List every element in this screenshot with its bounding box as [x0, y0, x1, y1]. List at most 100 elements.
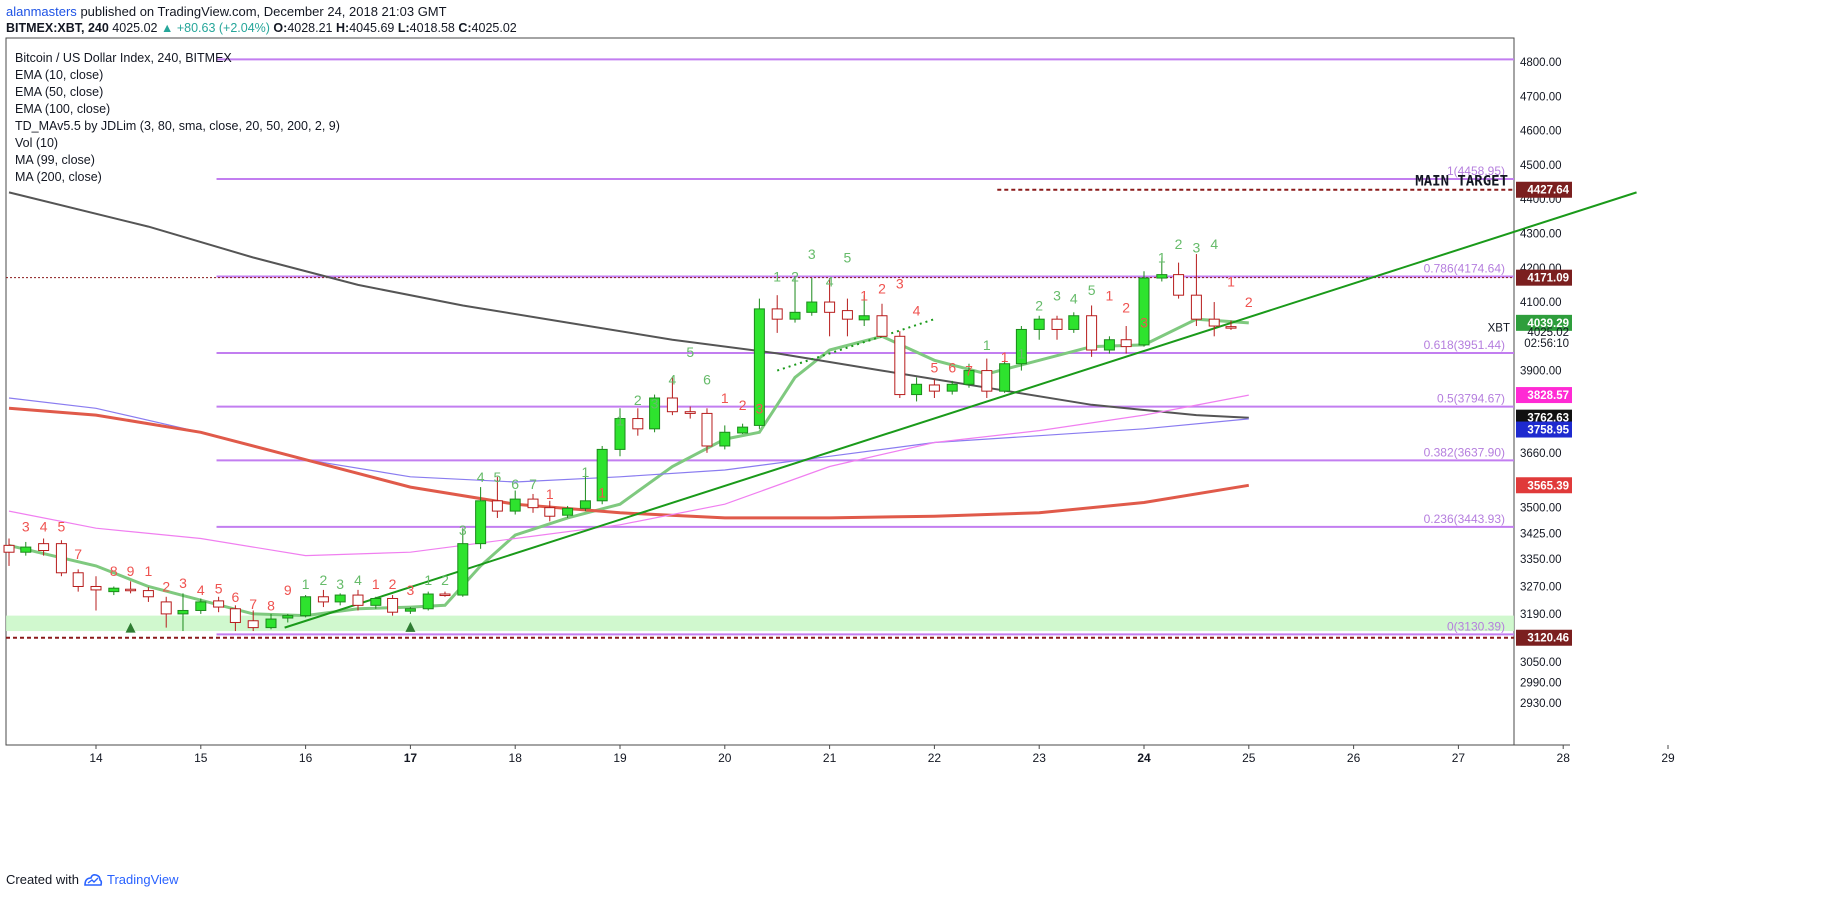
td-count-label: 3	[1140, 315, 1148, 331]
x-axis-tick-label: 27	[1452, 751, 1466, 765]
legend-td-ma[interactable]: TD_MAv5.5 by JDLim (3, 80, sma, close, 2…	[15, 119, 340, 133]
candle-body	[789, 311, 801, 320]
td-count-label: 1	[424, 572, 432, 588]
candle-body	[1138, 277, 1150, 346]
candle-body	[317, 596, 329, 603]
td-count-label: 1	[582, 464, 590, 480]
legend-vol[interactable]: Vol (10)	[15, 136, 59, 150]
close-label: C:	[458, 21, 472, 35]
ma-line	[8, 397, 1249, 483]
x-axis-tick-label: 25	[1242, 751, 1256, 765]
y-axis-tick-label: 3425.00	[1520, 528, 1562, 540]
candle-body	[247, 620, 259, 629]
td-count-label: 7	[529, 476, 537, 492]
candle-body	[404, 608, 416, 612]
candle-body	[229, 608, 241, 623]
candle-body	[579, 500, 591, 509]
td-count-label: 1	[721, 390, 729, 406]
candle-body	[457, 543, 469, 596]
legend-ma-200[interactable]: MA (200, close)	[15, 170, 102, 184]
candle-body	[265, 618, 277, 629]
candle-body	[439, 593, 451, 597]
y-axis-tick-label: 3270.00	[1520, 581, 1562, 593]
td-count-label: 1	[860, 287, 868, 303]
x-axis-tick-label: 15	[194, 751, 208, 765]
td-count-label: 9	[284, 582, 292, 598]
legend-ma-99[interactable]: MA (99, close)	[15, 153, 95, 167]
y-axis-tick-label: 4700.00	[1520, 91, 1562, 103]
td-count-label: 5	[493, 469, 501, 485]
y-axis-tick-label: 4800.00	[1520, 57, 1562, 69]
candle-body	[1051, 318, 1063, 330]
open-label: O:	[273, 21, 288, 35]
candle-body	[1033, 318, 1045, 330]
td-count-label: 7	[74, 546, 82, 562]
x-axis-tick-label: 23	[1033, 751, 1047, 765]
candle-body	[387, 597, 399, 613]
candle-body	[614, 418, 626, 450]
buy-arrow-icon	[405, 621, 416, 632]
x-axis-tick-label: 21	[823, 751, 837, 765]
symbol-ohlc: BITMEX:XBT, 240 4025.02 ▲ +80.63 (+2.04%…	[6, 21, 517, 36]
candle-body	[928, 384, 940, 392]
candle-body	[649, 397, 661, 430]
td-count-label: 3	[755, 400, 763, 416]
td-count-label: 3	[336, 576, 344, 592]
price-badge	[1516, 269, 1572, 286]
candle-body	[946, 383, 958, 392]
y-axis-tick-label: 4500.00	[1520, 160, 1562, 172]
candle-body	[142, 590, 154, 598]
y-axis-tick-label: 3500.00	[1520, 503, 1562, 515]
candle-body	[1086, 315, 1098, 351]
td-count-label: 1	[1158, 250, 1166, 266]
td-count-label: 4	[1070, 291, 1078, 307]
td-count-label: 2	[791, 268, 799, 284]
td-count-label: 3	[808, 246, 816, 262]
ma-line	[8, 191, 1249, 419]
candle-body	[72, 572, 84, 587]
close-value: 4025.02	[471, 21, 517, 35]
td-count-label: 2	[739, 397, 747, 413]
tradingview-brand-link[interactable]: TradingView	[106, 872, 179, 887]
x-axis-tick-label: 17	[404, 751, 418, 765]
y-axis-tick-label: 2930.00	[1520, 698, 1562, 710]
td-count-label: 4	[669, 371, 677, 387]
author-link[interactable]: alanmasters	[6, 4, 77, 19]
td-count-label: 6	[511, 476, 519, 492]
candle-body	[55, 543, 67, 574]
td-count-label: 3	[179, 575, 187, 591]
td-count-label: 2	[320, 572, 328, 588]
high-label: H:	[335, 21, 350, 35]
y-axis-tick-label: 3350.00	[1520, 554, 1562, 566]
candle-body	[38, 543, 50, 552]
td-count-label: 5	[215, 580, 223, 596]
td-count-label: 4	[913, 303, 921, 319]
td-count-label: 1	[372, 576, 380, 592]
ma-line	[8, 406, 1250, 520]
td-count-label: 2	[634, 392, 642, 408]
candle-body	[1173, 274, 1185, 296]
low-label: L:	[397, 21, 410, 35]
price-badge-text: XBT	[1488, 323, 1510, 335]
td-count-label: 1	[1106, 287, 1114, 303]
legend-ema-100[interactable]: EMA (100, close)	[15, 102, 111, 116]
candle-body	[911, 383, 923, 396]
legend-ema-10[interactable]: EMA (10, close)	[15, 68, 104, 82]
candle-body	[3, 544, 15, 553]
td-count-label: 1	[1017, 346, 1025, 362]
candle-body	[509, 498, 521, 512]
candle-body	[1156, 274, 1168, 279]
candle-body	[527, 498, 539, 509]
x-axis-tick-label: 14	[89, 751, 103, 765]
candle-body	[806, 301, 818, 313]
candle-body	[160, 601, 172, 615]
legend-title[interactable]: Bitcoin / US Dollar Index, 240, BITMEX	[15, 51, 232, 65]
ma-line	[8, 317, 1249, 618]
legend-ema-50[interactable]: EMA (50, close)	[15, 85, 104, 99]
td-count-label: 2	[162, 579, 170, 595]
price-change: ▲ +80.63 (+2.04%)	[160, 21, 270, 35]
td-count-label: 4	[477, 469, 485, 485]
main-target-annotation: MAIN TARGET	[1415, 174, 1508, 190]
candle-body	[999, 363, 1011, 392]
